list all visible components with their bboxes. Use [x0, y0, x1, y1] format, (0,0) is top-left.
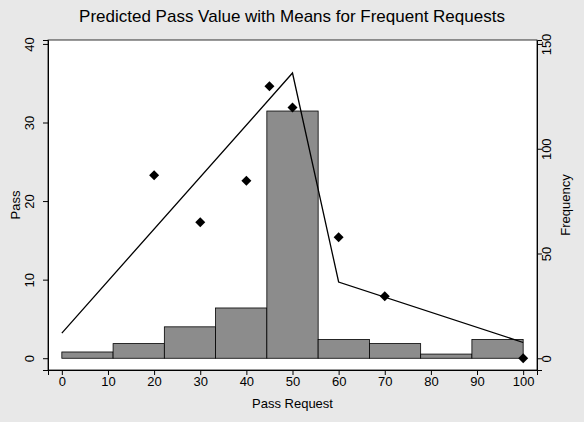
tick-mark [43, 201, 48, 202]
tick: 150 [537, 34, 554, 56]
tick-label: 100 [539, 138, 554, 160]
y-axis-title: Pass [8, 190, 23, 219]
background [0, 0, 584, 422]
axis-line [43, 41, 49, 371]
tick-mark [43, 280, 48, 281]
tick: 30 [194, 370, 208, 389]
axis-line [538, 41, 543, 371]
tick-mark [43, 358, 48, 359]
scatter-point [264, 81, 274, 91]
tick: 100 [537, 138, 554, 160]
plot-frame [48, 40, 537, 370]
tick: 40 [240, 370, 254, 389]
y2-axis-title: Frequency [558, 174, 573, 236]
line [62, 73, 523, 343]
tick-label: 10 [101, 374, 115, 389]
tick-label: 70 [378, 374, 392, 389]
tick: 70 [378, 370, 392, 389]
tick: 10 [22, 273, 48, 287]
tick-label: 150 [539, 34, 554, 56]
title: Predicted Pass Value with Means for Freq… [79, 7, 505, 26]
tick: 20 [22, 194, 48, 208]
histogram-bar [113, 344, 164, 359]
tick-label: 0 [22, 355, 37, 362]
x-axis-title: Pass Request [252, 396, 333, 411]
tick-label: 40 [240, 374, 254, 389]
tick-label: 10 [22, 273, 37, 287]
tick-label: 0 [59, 374, 66, 389]
tick-label: 50 [539, 247, 554, 261]
tick: 10 [101, 370, 115, 389]
x-axis: 0 10 20 30 40 50 60 70 80 90 100 [49, 370, 538, 389]
tick: 90 [470, 370, 484, 389]
tick-label: 30 [22, 116, 37, 130]
tick-label: 50 [286, 374, 300, 389]
tick: 80 [424, 370, 438, 389]
tick-mark [43, 44, 48, 45]
histogram-bar [472, 339, 523, 358]
scatter-point [518, 353, 528, 363]
tick: 30 [22, 116, 48, 130]
tick: 0 [22, 355, 48, 362]
tick: 0 [537, 355, 554, 362]
tick-label: 20 [147, 374, 161, 389]
histogram-bar [369, 344, 420, 359]
scatter-point [288, 103, 298, 113]
tick-label: 20 [22, 194, 37, 208]
tick-label: 80 [424, 374, 438, 389]
tick: 40 [22, 37, 48, 51]
y-axis: 0 10 20 30 40 [22, 37, 49, 370]
tick: 50 [537, 247, 554, 261]
tick: 20 [147, 370, 161, 389]
scatter-point [149, 170, 159, 180]
histogram-bar [164, 327, 215, 358]
tick-label: 100 [513, 374, 535, 389]
scatter-point [241, 176, 251, 186]
histogram-bar [216, 308, 267, 358]
tick-label: 40 [22, 37, 37, 51]
marks [62, 73, 528, 363]
plot: 0 10 20 30 40 50 60 70 80 90 100 0 10 20 30 40 0 50 100 150 [22, 34, 554, 390]
tick: 0 [59, 370, 66, 389]
tick: 100 [513, 370, 535, 389]
histogram-bar [421, 354, 472, 358]
tick-label: 90 [470, 374, 484, 389]
tick-mark [43, 123, 48, 124]
scatter-point [195, 217, 205, 227]
tick-label: 60 [332, 374, 346, 389]
chart: 0 10 20 30 40 50 60 70 80 90 100 0 10 20 30 40 0 50 100 150… [0, 0, 584, 422]
tick-label: 0 [539, 355, 554, 362]
histogram-bar [318, 339, 369, 358]
histogram-bar [267, 111, 318, 358]
tick-label: 30 [194, 374, 208, 389]
histogram-bar [62, 352, 113, 358]
tick: 60 [332, 370, 346, 389]
tick: 50 [286, 370, 300, 389]
plot-area [48, 40, 537, 370]
scatter-point [334, 232, 344, 242]
y2-axis: 0 50 100 150 [537, 34, 554, 371]
